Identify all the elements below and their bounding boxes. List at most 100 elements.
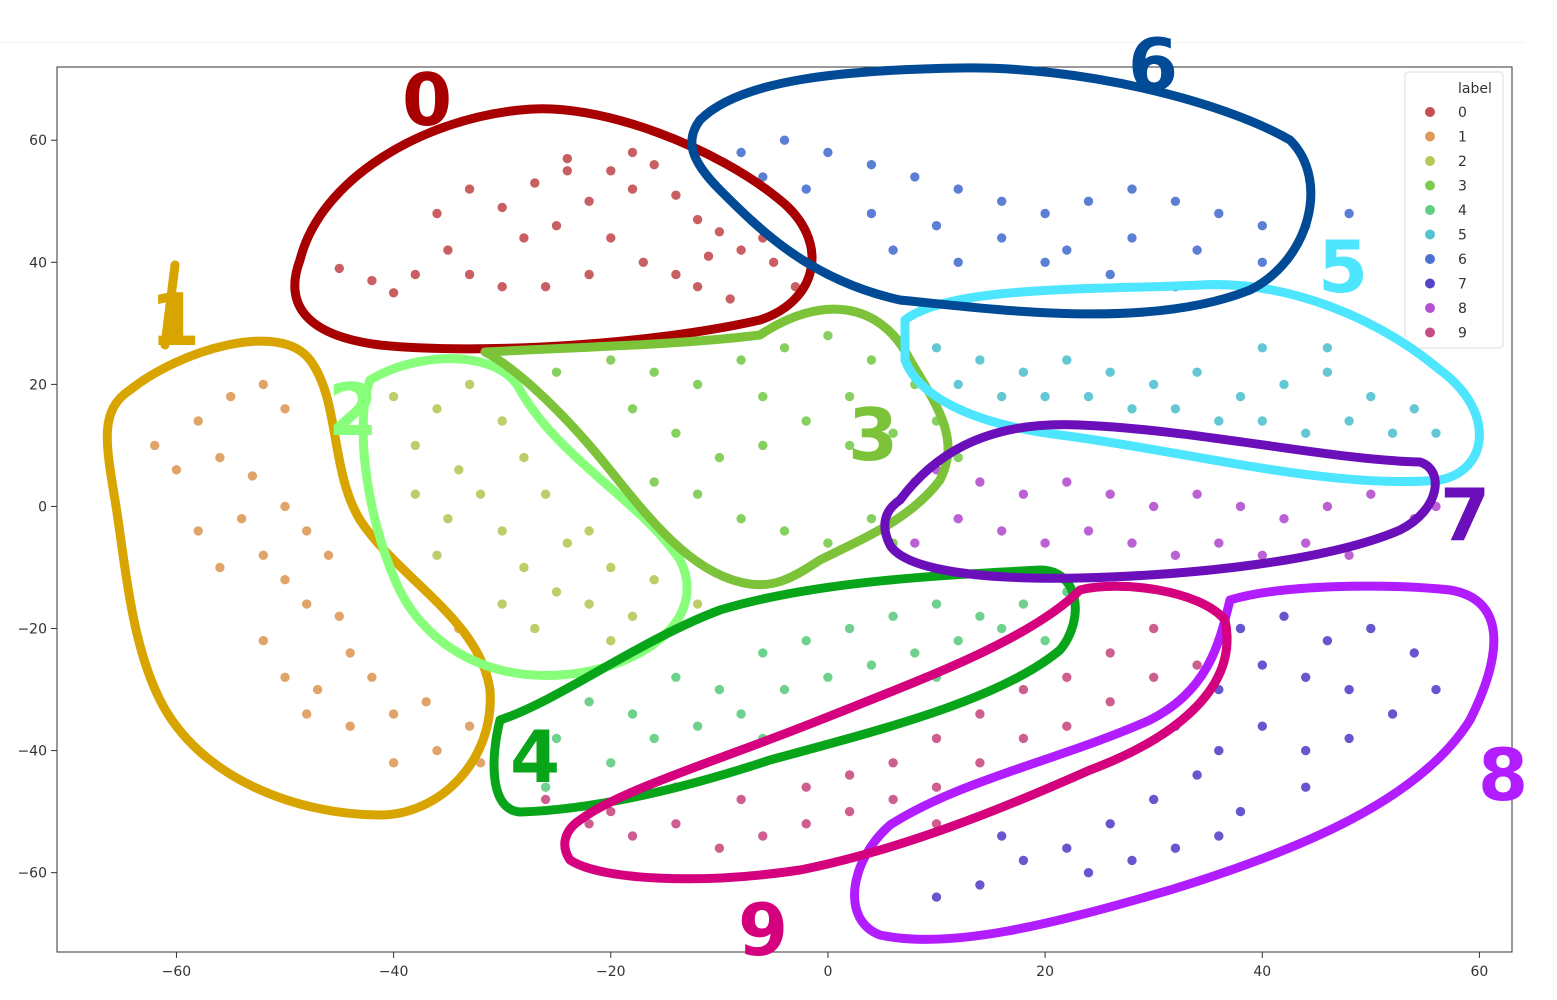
point-label-7-9 — [1257, 659, 1268, 671]
point-label-7-3 — [1365, 623, 1377, 634]
point-label-4-17 — [779, 684, 790, 695]
point-label-7-6 — [1387, 708, 1398, 720]
point-label-1-10 — [257, 549, 269, 561]
point-label-5-20 — [1083, 391, 1094, 402]
point-label-0-31 — [388, 287, 399, 299]
legend-label-2: 2 — [1458, 154, 1467, 170]
point-label-2-18 — [648, 574, 660, 586]
legend-marker-8 — [1424, 302, 1436, 314]
point-label-3-2 — [648, 366, 660, 378]
point-label-1-2 — [225, 391, 236, 402]
point-label-5-14 — [1343, 415, 1355, 427]
point-label-3-5 — [779, 342, 790, 354]
point-label-3-13 — [757, 440, 769, 451]
x-tick-label: 60 — [1471, 964, 1489, 980]
point-label-9-3 — [670, 818, 682, 830]
point-label-7-20 — [1018, 855, 1029, 866]
point-label-2-24 — [529, 623, 541, 634]
point-label-9-8 — [887, 794, 899, 805]
point-label-2-13 — [518, 562, 530, 573]
point-label-7-7 — [1343, 684, 1355, 695]
point-label-7-4 — [1409, 647, 1420, 659]
point-label-5-17 — [1213, 415, 1225, 427]
point-label-2-12 — [561, 537, 573, 549]
point-label-3-26 — [844, 391, 855, 402]
point-label-4-23 — [1039, 635, 1051, 647]
point-label-8-17 — [1170, 549, 1181, 561]
point-label-5-11 — [1409, 403, 1420, 415]
point-label-4-21 — [952, 635, 964, 647]
point-label-2-5 — [453, 464, 465, 476]
point-label-2-10 — [518, 452, 530, 463]
x-tick-label: 40 — [1253, 964, 1271, 980]
point-label-8-5 — [1148, 501, 1159, 512]
point-label-0-10 — [605, 165, 617, 177]
point-label-6-5 — [952, 183, 964, 195]
point-label-2-23 — [431, 549, 443, 561]
point-label-1-1 — [192, 415, 204, 427]
point-label-6-21 — [1191, 244, 1203, 256]
point-label-0-33 — [627, 147, 638, 158]
point-label-2-22 — [496, 598, 508, 610]
point-label-0-9 — [583, 196, 595, 207]
point-label-8-20 — [1300, 537, 1311, 549]
point-label-4-24 — [540, 781, 551, 793]
point-label-9-4 — [714, 842, 725, 854]
point-label-4-18 — [822, 671, 834, 683]
point-label-7-22 — [931, 891, 942, 903]
point-label-2-11 — [540, 488, 551, 500]
point-label-5-12 — [1430, 427, 1442, 439]
point-label-3-24 — [648, 476, 660, 488]
point-label-5-16 — [1257, 415, 1268, 427]
point-label-8-10 — [1365, 488, 1377, 500]
point-label-0-27 — [583, 269, 595, 280]
point-label-5-8 — [1278, 379, 1290, 390]
point-label-5-1 — [974, 354, 986, 366]
point-label-8-2 — [1018, 488, 1029, 500]
point-label-2-25 — [605, 635, 617, 647]
point-label-6-0 — [735, 147, 747, 158]
point-label-2-8 — [475, 488, 486, 500]
point-label-0-7 — [529, 177, 541, 189]
legend-label-7: 7 — [1458, 277, 1467, 293]
point-label-5-7 — [1235, 391, 1246, 402]
point-label-6-10 — [1170, 196, 1181, 207]
point-label-0-8 — [561, 165, 573, 177]
legend-label-5: 5 — [1458, 228, 1467, 244]
cluster-label-1: 1 — [150, 278, 200, 362]
point-label-1-8 — [279, 501, 291, 512]
point-label-9-23 — [887, 757, 899, 769]
point-label-5-5 — [1148, 379, 1159, 390]
point-label-6-15 — [800, 183, 812, 195]
point-label-3-15 — [670, 427, 682, 439]
point-label-8-3 — [1061, 476, 1073, 488]
point-label-5-10 — [1365, 391, 1377, 402]
point-label-3-4 — [735, 354, 747, 366]
point-label-4-3 — [670, 671, 682, 683]
point-label-0-26 — [724, 293, 736, 305]
legend-marker-7 — [1424, 277, 1436, 290]
point-label-6-22 — [1257, 256, 1268, 268]
point-label-9-19 — [1061, 671, 1073, 683]
point-label-2-14 — [551, 586, 562, 598]
point-label-7-21 — [974, 879, 986, 891]
point-label-6-27 — [887, 244, 899, 256]
point-label-8-7 — [1235, 501, 1246, 512]
x-tick-label: −40 — [379, 964, 409, 980]
point-label-1-20 — [388, 708, 399, 720]
point-label-2-3 — [496, 415, 508, 427]
point-label-9-24 — [844, 769, 855, 781]
point-label-0-12 — [648, 159, 660, 170]
point-label-1-6 — [247, 470, 258, 482]
legend-marker-4 — [1424, 204, 1436, 216]
y-tick-label: −40 — [17, 744, 47, 760]
point-label-2-16 — [605, 562, 617, 573]
point-label-1-14 — [333, 610, 345, 622]
y-tick-label: 60 — [29, 133, 47, 149]
point-label-0-14 — [692, 214, 703, 225]
point-label-1-29 — [192, 525, 204, 537]
point-label-3-10 — [887, 427, 899, 439]
point-label-1-0 — [149, 440, 160, 451]
y-tick-label: 0 — [38, 499, 47, 515]
cluster-outline-1 — [102, 260, 495, 820]
